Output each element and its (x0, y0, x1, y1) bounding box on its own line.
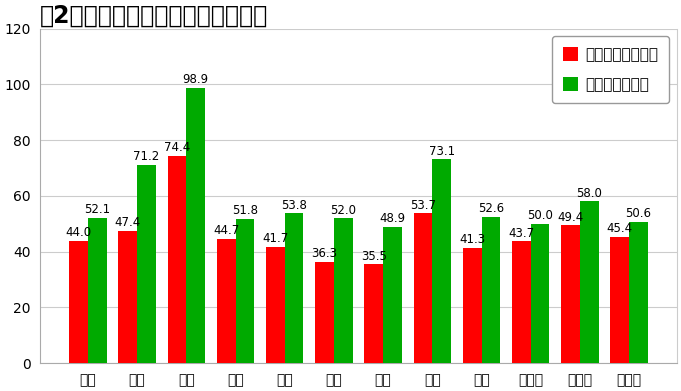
Bar (413, 213, 432, 363)
Bar (168, 156, 187, 363)
Text: 35.5: 35.5 (361, 249, 387, 262)
Text: 52.0: 52.0 (330, 204, 356, 217)
Bar (364, 264, 383, 363)
Bar (187, 88, 205, 363)
Text: 41.3: 41.3 (459, 233, 486, 246)
Text: 50.0: 50.0 (527, 209, 553, 222)
Text: 52.1: 52.1 (84, 203, 110, 216)
Bar (217, 239, 236, 363)
Text: 73.1: 73.1 (428, 145, 455, 158)
Bar (463, 248, 481, 363)
Text: 44.0: 44.0 (65, 226, 92, 239)
Text: 44.7: 44.7 (213, 224, 239, 237)
Bar (512, 241, 530, 363)
Bar (561, 226, 580, 363)
Bar (236, 219, 254, 363)
Text: 47.4: 47.4 (114, 216, 141, 230)
Text: 98.9: 98.9 (183, 73, 209, 86)
Text: 49.4: 49.4 (558, 211, 584, 224)
Text: 58.0: 58.0 (576, 187, 602, 200)
Bar (118, 231, 137, 363)
Bar (334, 218, 353, 363)
Text: 43.7: 43.7 (509, 227, 535, 240)
Text: 74.4: 74.4 (164, 141, 190, 154)
Text: 53.8: 53.8 (281, 199, 307, 212)
Bar (530, 224, 550, 363)
Text: 41.7: 41.7 (262, 232, 289, 245)
Bar (481, 217, 501, 363)
Bar (88, 218, 107, 363)
Bar (315, 262, 334, 363)
Bar (266, 247, 285, 363)
Text: 51.8: 51.8 (232, 204, 258, 217)
Text: 45.4: 45.4 (607, 222, 633, 235)
Text: 71.2: 71.2 (133, 150, 159, 163)
Text: 53.7: 53.7 (410, 199, 436, 212)
Bar (580, 201, 599, 363)
Text: 52.6: 52.6 (478, 202, 504, 215)
Bar (629, 222, 648, 363)
Bar (432, 160, 451, 363)
Bar (69, 240, 88, 363)
Bar (285, 213, 304, 363)
Bar (137, 165, 156, 363)
Text: 2年間、ディズニー月別混雑状況: 2年間、ディズニー月別混雑状況 (40, 4, 268, 28)
Text: 50.6: 50.6 (626, 208, 652, 221)
Text: 48.9: 48.9 (379, 212, 406, 225)
Bar (610, 237, 629, 363)
Text: 36.3: 36.3 (312, 247, 338, 260)
Legend: ディズニーランド, ディズニーシー: ディズニーランド, ディズニーシー (552, 36, 669, 103)
Bar (383, 227, 402, 363)
